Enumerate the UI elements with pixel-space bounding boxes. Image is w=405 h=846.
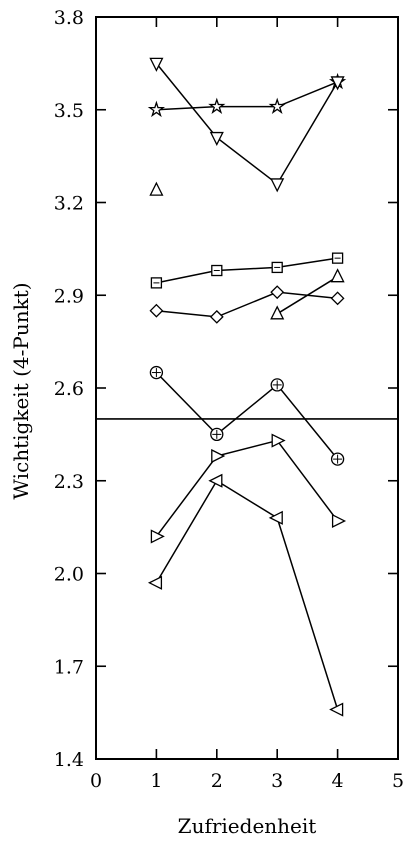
series-layer bbox=[147, 57, 347, 717]
y-tick-label: 3.5 bbox=[54, 100, 84, 122]
series-line bbox=[155, 62, 339, 186]
series-triangle-right bbox=[150, 433, 347, 544]
y-tick-label: 2.0 bbox=[54, 564, 84, 586]
triangle-right-marker bbox=[150, 529, 165, 544]
triangle-right-marker bbox=[271, 433, 286, 448]
series-diamond bbox=[149, 285, 345, 324]
x-tick-label: 0 bbox=[90, 770, 102, 792]
triangle-down-marker bbox=[209, 131, 224, 147]
triangle-left-marker bbox=[208, 473, 223, 488]
y-tick-label: 1.7 bbox=[54, 656, 84, 678]
y-axis-title: Wichtigkeit (4-Punkt) bbox=[9, 282, 33, 499]
diamond-marker bbox=[149, 303, 164, 318]
series-circle bbox=[149, 365, 345, 466]
x-axis-title: Zufriedenheit bbox=[178, 814, 317, 838]
star-marker bbox=[268, 97, 286, 115]
y-tick-label: 2.3 bbox=[54, 471, 84, 493]
series-line bbox=[155, 372, 339, 460]
y-tick-label: 2.9 bbox=[54, 285, 84, 307]
series-line bbox=[156, 257, 338, 284]
diamond-marker bbox=[270, 285, 285, 300]
tick-labels-layer: 1.4 1.7 2.0 2.3 2.6 2.9 3.2 3.5 3.8 0 1 2 3 4 5 bbox=[54, 7, 404, 792]
series-triangle-up bbox=[149, 181, 345, 320]
triangle-left-marker bbox=[268, 510, 283, 525]
diamond-marker bbox=[209, 309, 224, 324]
triangle-up-marker bbox=[149, 181, 164, 196]
triangle-right-marker bbox=[331, 513, 347, 528]
triangle-down-marker bbox=[149, 57, 164, 72]
series-triangle-down bbox=[149, 57, 345, 193]
diamond-marker bbox=[330, 291, 345, 306]
plot-frame bbox=[95, 16, 399, 760]
triangle-down-marker bbox=[330, 76, 345, 91]
series-line bbox=[156, 81, 338, 111]
triangle-left-marker bbox=[329, 702, 344, 717]
series-line bbox=[156, 291, 338, 318]
series-square bbox=[150, 252, 344, 289]
x-tick-label: 1 bbox=[150, 770, 162, 792]
x-tick-label: 5 bbox=[392, 770, 404, 792]
series-triangle-left bbox=[147, 473, 344, 717]
triangle-right-marker bbox=[211, 448, 226, 464]
triangle-left-marker bbox=[147, 575, 163, 590]
series-star bbox=[147, 72, 347, 118]
triangle-up-marker bbox=[330, 268, 345, 283]
x-tick-label: 4 bbox=[332, 770, 344, 792]
y-tick-label: 3.8 bbox=[54, 7, 84, 29]
star-marker bbox=[208, 97, 226, 115]
x-tick-label: 2 bbox=[211, 770, 223, 792]
triangle-down-marker bbox=[270, 178, 285, 193]
star-marker bbox=[147, 100, 166, 118]
y-tick-label: 3.2 bbox=[54, 193, 84, 215]
x-tick-label: 3 bbox=[271, 770, 283, 792]
y-tick-label: 2.6 bbox=[54, 378, 84, 400]
y-tick-label: 1.4 bbox=[54, 749, 84, 771]
ticks-layer bbox=[95, 16, 399, 760]
triangle-up-marker bbox=[270, 305, 285, 320]
series-line bbox=[155, 479, 339, 710]
series-line bbox=[155, 439, 339, 537]
